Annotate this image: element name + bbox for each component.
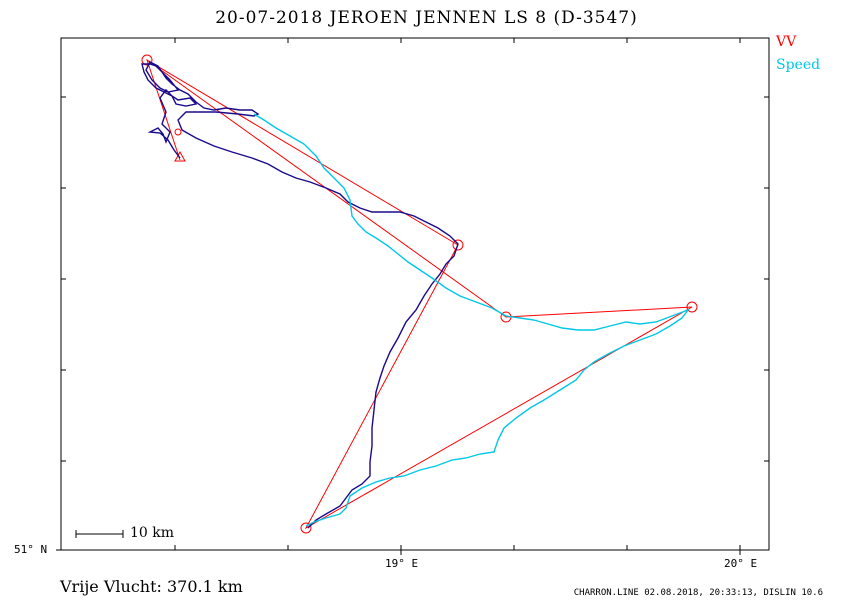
scale-bar	[75, 530, 124, 538]
turnpoint-circle	[174, 128, 182, 136]
left-ticks	[56, 96, 66, 551]
longitude-label-20: 20° E	[724, 557, 758, 570]
turnpoint-circle	[452, 239, 464, 251]
latitude-label: 51° N	[14, 543, 48, 556]
turnpoints	[141, 54, 698, 534]
bottom-ticks	[174, 545, 741, 555]
track-vv	[141, 61, 459, 529]
scale-label: 10 km	[130, 525, 175, 541]
turnpoint-circle	[141, 54, 153, 66]
map-frame	[60, 37, 770, 551]
start-triangle	[174, 150, 186, 162]
turnpoint-circle	[686, 301, 698, 313]
top-ticks	[174, 38, 741, 43]
distance-label: Vrije Vlucht: 370.1 km	[60, 577, 243, 596]
right-ticks	[764, 96, 769, 462]
legend-speed: Speed	[776, 57, 821, 73]
legend-vv: VV	[776, 34, 797, 50]
track-speed	[253, 113, 690, 527]
longitude-label-19: 19° E	[385, 557, 419, 570]
chart-title: 20-07-2018 JEROEN JENNEN LS 8 (D-3547)	[215, 8, 638, 28]
footer-label: CHARRON.LINE 02.08.2018, 20:33:13, DISLI…	[573, 588, 823, 598]
task-lines	[146, 58, 693, 530]
turnpoint-circle	[300, 522, 312, 534]
